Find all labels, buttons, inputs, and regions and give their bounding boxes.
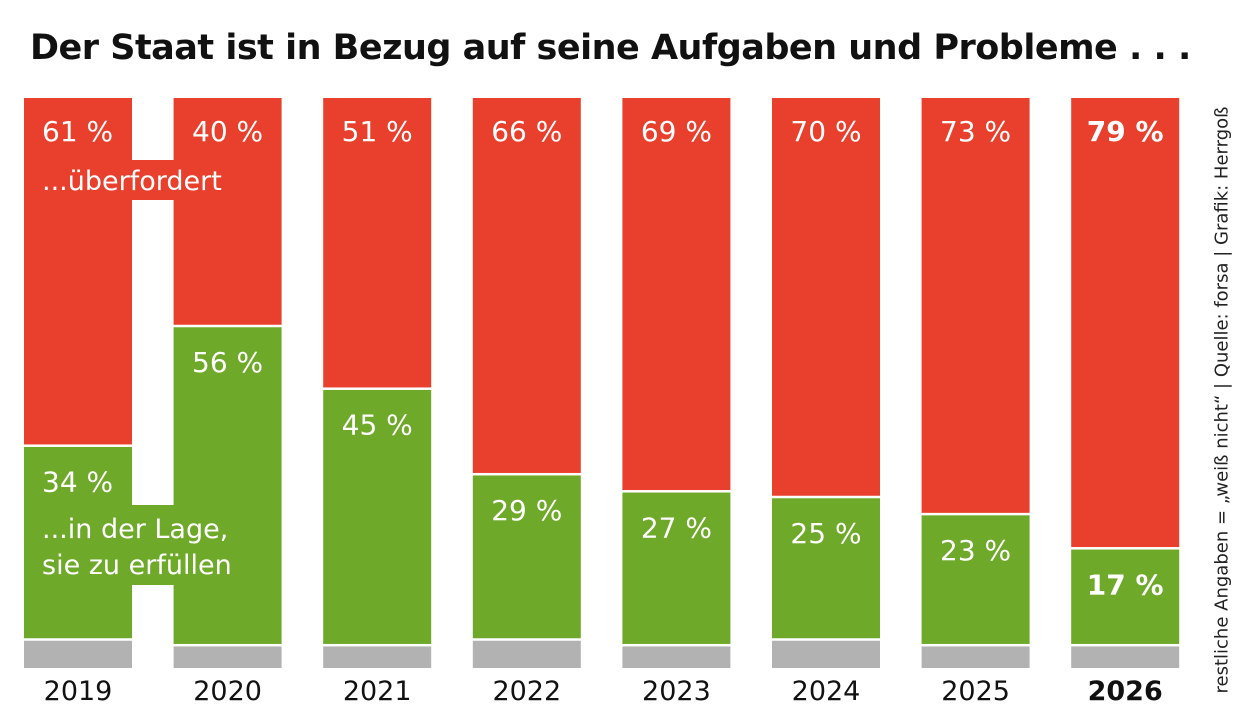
- tick-label-2026: 2026: [1088, 676, 1163, 707]
- tick-label-2020: 2020: [193, 676, 262, 707]
- data-label-capable-2024: 25 %: [790, 517, 861, 550]
- tick-label-2025: 2025: [941, 676, 1010, 707]
- annotation-band-overwhelmed: [131, 160, 175, 200]
- bar-remainder-2020: [173, 646, 282, 668]
- data-label-overwhelmed-2023: 69 %: [641, 115, 712, 148]
- data-label-capable-2025: 23 %: [940, 534, 1011, 567]
- tick-label-2024: 2024: [792, 676, 861, 707]
- data-label-capable-2026: 17 %: [1087, 568, 1164, 601]
- data-label-overwhelmed-2025: 73 %: [940, 115, 1011, 148]
- bar-capable-2021: [323, 389, 432, 644]
- bar-overwhelmed-2022: [472, 98, 581, 473]
- bar-capable-2025: [921, 515, 1030, 644]
- bar-overwhelmed-2021: [323, 98, 432, 388]
- chart-title: Der Staat ist in Bezug auf seine Aufgabe…: [30, 28, 1191, 68]
- tick-label-2022: 2022: [492, 676, 561, 707]
- tick-label-2021: 2021: [343, 676, 412, 707]
- bar-capable-2019: [24, 446, 132, 639]
- bar-overwhelmed-2023: [622, 98, 731, 491]
- data-label-overwhelmed-2020: 40 %: [192, 115, 263, 148]
- data-label-capable-2023: 27 %: [641, 511, 712, 544]
- data-label-capable-2021: 45 %: [342, 409, 413, 442]
- annotation-capable-line-2: sie zu erfüllen: [42, 550, 232, 581]
- annotation-band-capable: [131, 505, 175, 585]
- bar-remainder-2019: [24, 640, 132, 668]
- bar-remainder-2023: [622, 646, 731, 668]
- bar-capable-2026: [1071, 549, 1180, 644]
- bar-overwhelmed-2020: [173, 98, 282, 325]
- data-label-capable-2020: 56 %: [192, 346, 263, 379]
- data-label-overwhelmed-2019: 61 %: [42, 115, 113, 148]
- tick-label-2019: 2019: [44, 676, 113, 707]
- bar-overwhelmed-2024: [772, 98, 880, 496]
- annotation-overwhelmed: ...überfordert: [42, 166, 222, 197]
- bar-capable-2022: [472, 475, 581, 639]
- bar-remainder-2026: [1071, 646, 1180, 668]
- source-note: restliche Angaben = „weiß nicht“ | Quell…: [1211, 106, 1233, 694]
- data-label-capable-2022: 29 %: [491, 494, 562, 527]
- data-label-capable-2019: 34 %: [42, 466, 113, 499]
- bar-overwhelmed-2019: [24, 98, 132, 445]
- bar-overwhelmed-2026: [1071, 98, 1180, 548]
- bar-remainder-2022: [472, 640, 581, 668]
- annotation-capable-line-1: ...in der Lage,: [42, 514, 228, 545]
- bar-overwhelmed-2025: [921, 98, 1030, 513]
- data-label-overwhelmed-2024: 70 %: [790, 115, 861, 148]
- bar-capable-2023: [622, 492, 731, 644]
- bar-remainder-2021: [323, 646, 432, 668]
- data-label-overwhelmed-2026: 79 %: [1087, 115, 1164, 148]
- bar-remainder-2025: [921, 646, 1030, 668]
- bar-remainder-2024: [772, 640, 880, 668]
- bar-capable-2024: [772, 498, 880, 639]
- data-label-overwhelmed-2021: 51 %: [342, 115, 413, 148]
- data-label-overwhelmed-2022: 66 %: [491, 115, 562, 148]
- tick-label-2023: 2023: [642, 676, 711, 707]
- bar-capable-2020: [173, 327, 282, 644]
